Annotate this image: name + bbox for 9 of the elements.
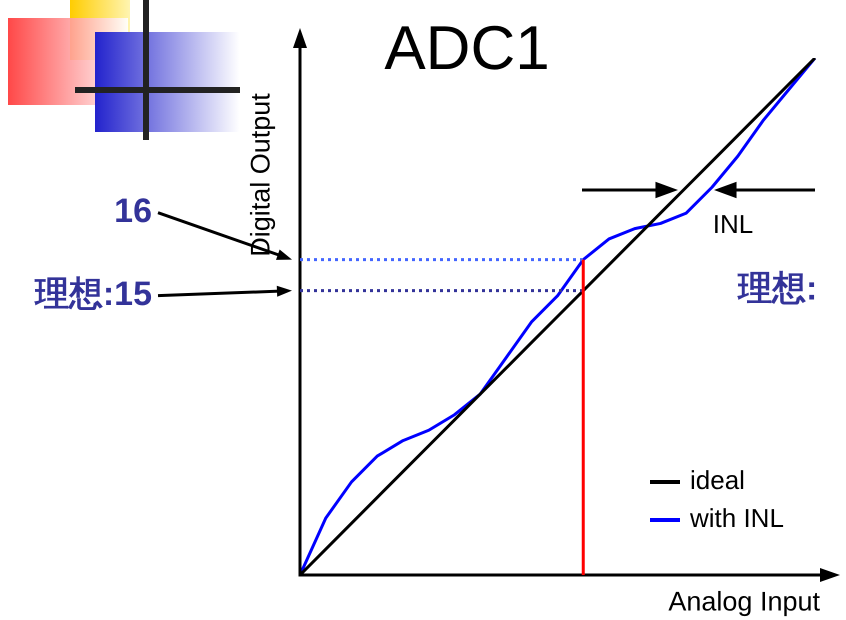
chart-title: ADC1	[384, 14, 550, 84]
legend-label: ideal	[690, 465, 745, 496]
y-axis-title: Digital Output	[245, 92, 276, 257]
x-axis-title: Analog Input	[668, 586, 820, 616]
annotation: INL	[712, 209, 754, 240]
legend-label: with INL	[689, 503, 784, 534]
text: 16	[114, 192, 152, 230]
text: 理想:15	[34, 275, 152, 314]
annotation: 理想:	[737, 269, 818, 308]
